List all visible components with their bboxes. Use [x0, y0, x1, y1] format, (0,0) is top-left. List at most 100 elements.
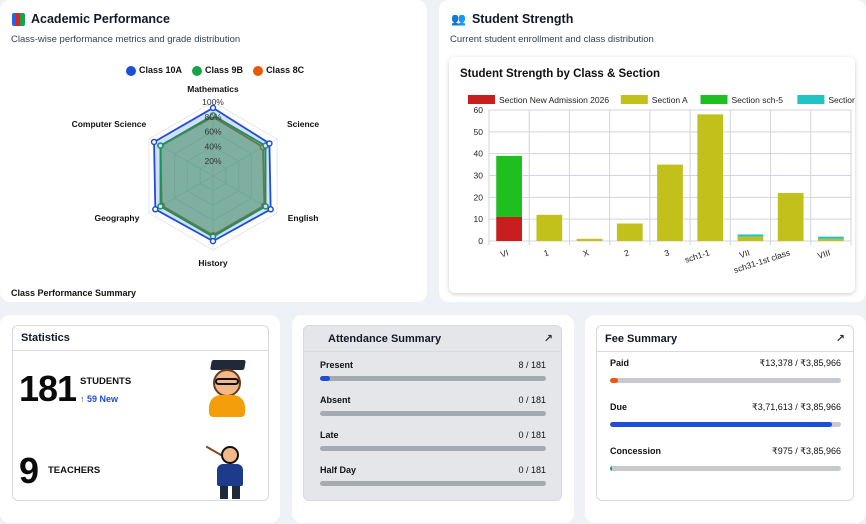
- strength-subtitle: Current student enrollment and class dis…: [450, 34, 654, 45]
- radar-chart: 20% 40% 60% 80% 100% Mathematics Science Englis…: [72, 84, 320, 268]
- bar-legend-swatch: [797, 95, 825, 104]
- bar-chart: Section New Admission 2026 Section A Secti…: [468, 95, 855, 275]
- radar-point[interactable]: [262, 203, 269, 210]
- strength-title: Student Strength: [471, 12, 574, 26]
- bar-segment[interactable]: [737, 236, 764, 241]
- attendance-row: Present 8 / 181: [320, 360, 546, 395]
- attendance-value: 0 / 181: [518, 465, 546, 475]
- attendance-value: 8 / 181: [518, 360, 546, 370]
- statistics-header: Statistics: [13, 326, 268, 351]
- bar-x-tick: VII: [738, 247, 751, 260]
- attendance-header: Attendance Summary ↗: [304, 326, 561, 352]
- bar-segment[interactable]: [777, 192, 804, 241]
- radar-axis-label: English: [288, 213, 319, 223]
- graduate-avatar-icon: [203, 360, 255, 420]
- bar-y-tick: 50: [474, 127, 484, 137]
- bar-y-tick: 20: [474, 192, 484, 202]
- teacher-avatar-icon: [203, 444, 253, 500]
- radar-axis-label: Science: [287, 119, 319, 129]
- radar-point[interactable]: [152, 206, 159, 213]
- fee-row: Due ₹3,71,613 / ₹3,85,966: [610, 402, 841, 446]
- attendance-panel: Attendance Summary ↗ Present 8 / 181 Absen…: [303, 325, 562, 501]
- new-students-badge: ↑ 59 New: [80, 394, 119, 404]
- academic-title: Academic Performance: [31, 12, 170, 26]
- bar-segment[interactable]: [657, 164, 683, 241]
- bar-segment[interactable]: [818, 236, 844, 239]
- bar-segment[interactable]: [496, 155, 522, 217]
- radar-axis-label: History: [198, 258, 228, 268]
- external-link-icon[interactable]: ↗: [835, 333, 845, 345]
- bar-legend-label[interactable]: Section sch-5: [732, 95, 784, 105]
- attendance-row: Half Day 0 / 181: [320, 465, 546, 500]
- bar-legend-swatch: [620, 95, 648, 104]
- teachers-count: 9: [19, 450, 40, 491]
- attendance-label: Late: [320, 430, 339, 440]
- radar-point[interactable]: [150, 138, 158, 146]
- attendance-label: Absent: [320, 395, 351, 405]
- statistics-card: Statistics 181 STUDENTS ↑ 59 New 9 TEACH…: [0, 315, 280, 523]
- bar-segment[interactable]: [818, 238, 844, 241]
- bar-y-tick: 40: [474, 149, 484, 159]
- bar-segment[interactable]: [697, 114, 724, 241]
- radar-point[interactable]: [209, 104, 217, 112]
- fee-label: Paid: [610, 358, 630, 368]
- academic-subtitle: Class-wise performance metrics and grade…: [11, 34, 241, 45]
- bar-x-tick: 3: [663, 247, 671, 258]
- radar-point[interactable]: [267, 206, 274, 213]
- bar-segment[interactable]: [496, 216, 522, 241]
- radar-point[interactable]: [266, 140, 273, 147]
- radar-axis-label: Computer Science: [72, 119, 147, 129]
- radar-point[interactable]: [209, 237, 217, 245]
- fee-value: ₹3,71,613 / ₹3,85,966: [751, 402, 841, 412]
- radar-axis-label: Geography: [94, 213, 139, 223]
- bar-x-tick: X: [582, 247, 591, 258]
- bar-y-tick: 60: [474, 105, 484, 115]
- users-icon: 👥: [451, 12, 466, 26]
- fee-value: ₹13,378 / ₹3,85,966: [759, 358, 841, 368]
- fee-row: Paid ₹13,378 / ₹3,85,966: [610, 358, 841, 402]
- bar-segment[interactable]: [737, 234, 764, 237]
- attendance-bar-fill: [320, 376, 330, 381]
- fee-label: Due: [610, 402, 628, 412]
- attendance-bar: [320, 376, 546, 381]
- bar-x-tick: VI: [499, 247, 510, 259]
- radar-point[interactable]: [157, 203, 164, 210]
- students-label: STUDENTS: [80, 376, 132, 387]
- bar-segment[interactable]: [576, 238, 603, 241]
- radar-point[interactable]: [157, 142, 164, 149]
- student-strength-card: 👥 Student Strength Current student enrol…: [439, 0, 866, 302]
- legend-class-8c[interactable]: Class 8C: [253, 65, 304, 76]
- bar-legend-label[interactable]: Section B: [828, 95, 855, 105]
- fee-rows: Paid ₹13,378 / ₹3,85,966 Due ₹3,71,613 / ₹3…: [610, 358, 841, 490]
- external-link-icon[interactable]: ↗: [543, 333, 553, 345]
- statistics-panel: Statistics 181 STUDENTS ↑ 59 New 9 TEACH…: [12, 325, 269, 501]
- bar-segment[interactable]: [536, 214, 563, 241]
- attendance-card: Attendance Summary ↗ Present 8 / 181 Absen…: [292, 315, 574, 523]
- academic-performance-card: Academic Performance Class-wise performa…: [0, 0, 427, 302]
- bar-chart-panel: Student Strength by Class & Section Sect…: [449, 57, 855, 293]
- radar-point[interactable]: [209, 112, 217, 119]
- fee-label: Concession: [610, 446, 662, 456]
- fee-bar: [610, 466, 841, 471]
- legend-class-9b[interactable]: Class 9B: [192, 65, 243, 76]
- radar-tick-label: 100%: [202, 97, 224, 107]
- fee-bar-fill: [610, 378, 619, 383]
- radar-tick-label: 40%: [204, 141, 221, 151]
- attendance-bar: [320, 481, 546, 486]
- legend-dot: [253, 65, 264, 76]
- fee-header: Fee Summary ↗: [597, 326, 853, 352]
- bar-legend-label[interactable]: Section A: [652, 95, 688, 105]
- bar-segment[interactable]: [616, 223, 643, 241]
- fee-bar: [610, 422, 841, 427]
- bar-y-tick: 0: [478, 236, 483, 246]
- bar-legend-label[interactable]: Section New Admission 2026: [499, 95, 609, 105]
- legend-class-10a[interactable]: Class 10A: [126, 65, 182, 76]
- radar-tick-label: 80%: [204, 112, 221, 122]
- legend-dot: [192, 65, 203, 76]
- bar-x-tick: VIII: [816, 247, 831, 260]
- fee-value: ₹975 / ₹3,85,966: [771, 446, 841, 456]
- radar-legend: Class 10A Class 9B Class 8C: [126, 65, 314, 76]
- bar-legend-swatch: [468, 95, 495, 104]
- attendance-label: Half Day: [320, 465, 357, 475]
- radar-tick-label: 20%: [204, 156, 221, 166]
